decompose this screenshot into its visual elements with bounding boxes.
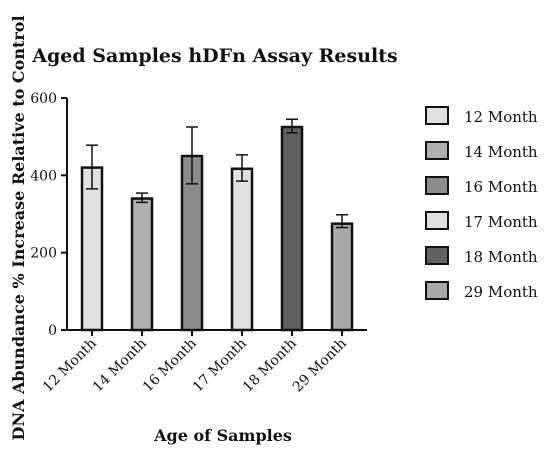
y-tick-label: 0 — [48, 323, 57, 339]
x-axis-label: Age of Samples — [153, 426, 292, 445]
legend-label: 14 Month — [464, 143, 538, 161]
x-tick-label: 17 Month — [190, 336, 250, 396]
bar — [330, 222, 354, 332]
chart-title: Aged Samples hDFn Assay Results — [31, 45, 397, 67]
legend-swatch — [425, 246, 449, 265]
y-tick-label: 600 — [30, 91, 57, 107]
y-tick-label: 200 — [30, 246, 57, 262]
x-tick-label: 12 Month — [40, 336, 100, 396]
legend: 12 Month 14 Month 16 Month 17 Month 18 Month… — [425, 106, 538, 301]
y-axis-label: DNA Abundance % Increase Relative to Con… — [9, 15, 28, 440]
legend-label: 16 Month — [464, 178, 538, 196]
legend-swatch — [425, 141, 449, 160]
bar — [230, 167, 254, 332]
legend-swatch — [425, 281, 449, 300]
x-tick-label: 29 Month — [290, 336, 350, 396]
x-tick-label: 14 Month — [90, 336, 150, 396]
legend-label: 12 Month — [464, 108, 538, 126]
bar — [130, 197, 154, 332]
legend-label: 17 Month — [464, 213, 538, 231]
legend-swatch — [425, 211, 449, 230]
bar — [80, 166, 104, 332]
bar — [280, 125, 304, 332]
x-tick-label: 18 Month — [240, 336, 300, 396]
x-tick-label: 16 Month — [140, 336, 200, 396]
legend-label: 18 Month — [464, 248, 538, 266]
legend-swatch — [425, 176, 449, 195]
legend-swatch — [425, 106, 449, 125]
legend-label: 29 Month — [464, 283, 538, 301]
y-tick-label: 400 — [30, 168, 57, 184]
